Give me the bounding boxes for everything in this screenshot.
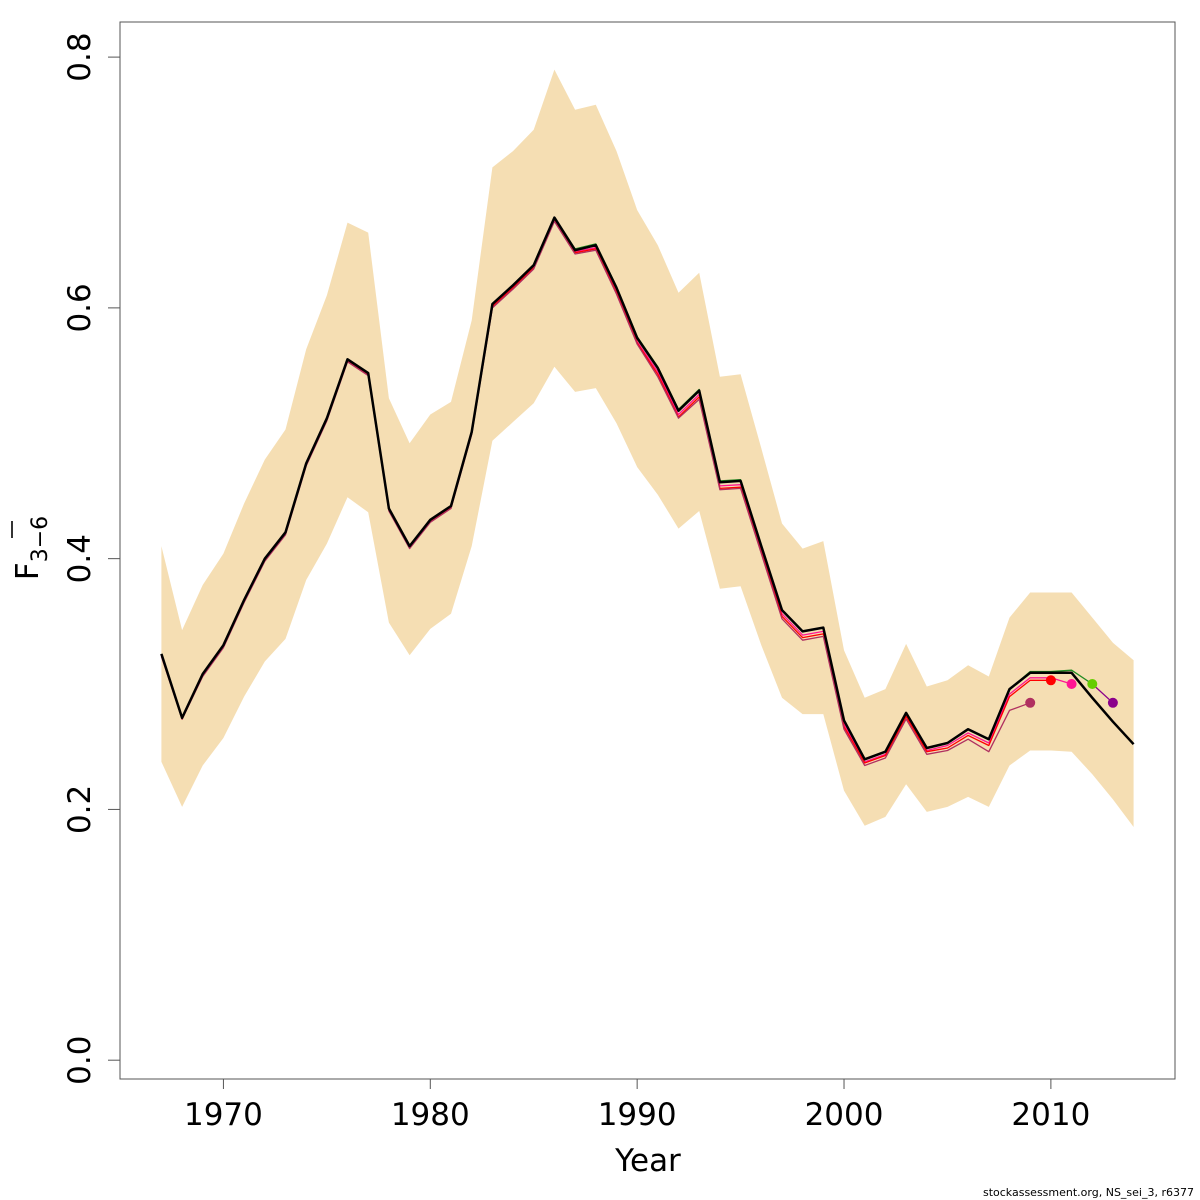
y-axis-title-main: F [10, 562, 46, 580]
endpoint-markers [1025, 675, 1118, 708]
svg-text:F3−6: F3−6 [10, 516, 53, 580]
endpoint-marker-4 [1107, 697, 1118, 708]
y-tick-label: 0.0 [62, 1036, 98, 1085]
y-tick-label: 0.8 [62, 32, 98, 81]
endpoint-marker-3 [1087, 679, 1098, 689]
series-lines [160, 216, 1135, 767]
y-axis: 0.0 0.2 0.4 0.6 0.8 [62, 32, 121, 1085]
endpoint-marker-0 [1025, 697, 1036, 708]
x-tick-label: 1990 [598, 1097, 677, 1133]
x-tick-label: 2010 [1011, 1097, 1090, 1133]
endpoint-marker-2 [1066, 679, 1077, 689]
x-axis: 1970 1980 1990 2000 2010 [184, 1079, 1090, 1133]
y-tick-label: 0.4 [62, 534, 98, 583]
footer-credit: stockassessment.org, NS_sei_3, r6377 [983, 1186, 1194, 1199]
confidence-band-area [161, 69, 1134, 828]
x-tick-label: 1970 [184, 1097, 263, 1133]
confidence-band [161, 69, 1134, 828]
endpoint-marker-1 [1045, 675, 1056, 686]
y-axis-title-sub: 3−6 [28, 516, 53, 562]
series-line-0 [160, 216, 1135, 761]
x-tick-label: 2000 [805, 1097, 884, 1133]
y-tick-label: 0.2 [62, 785, 98, 834]
x-tick-label: 1980 [391, 1097, 470, 1133]
y-axis-title: F3−6 [10, 516, 53, 580]
y-tick-label: 0.6 [62, 283, 98, 332]
x-axis-title: Year [614, 1143, 681, 1179]
